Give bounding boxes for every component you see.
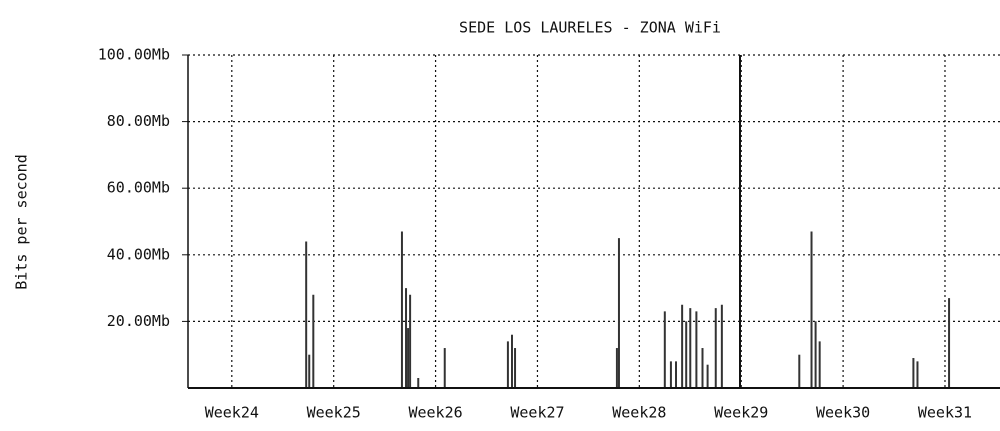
x-tick-label: Week26 bbox=[408, 404, 462, 422]
x-tick-label: Week30 bbox=[816, 404, 870, 422]
y-tick-label: 80.00Mb bbox=[107, 112, 170, 130]
x-tick-label: Week24 bbox=[205, 404, 259, 422]
x-tick-label: Week31 bbox=[918, 404, 972, 422]
y-tick-label: 60.00Mb bbox=[107, 179, 170, 197]
y-tick-label: 40.00Mb bbox=[107, 245, 170, 263]
plot-area: 20.00Mb 40.00Mb 60.00Mb 80.00Mb 100.00Mb Week… bbox=[98, 46, 1000, 422]
y-axis-label: Bits per second bbox=[13, 154, 31, 289]
chart-title: SEDE LOS LAURELES - ZONA WiFi bbox=[459, 19, 721, 37]
y-tick-label: 100.00Mb bbox=[98, 46, 170, 64]
x-tick-label: Week25 bbox=[307, 404, 361, 422]
x-tick-label: Week28 bbox=[612, 404, 666, 422]
x-tick-label: Week27 bbox=[510, 404, 564, 422]
y-tick-label: 20.00Mb bbox=[107, 312, 170, 330]
x-tick-label: Week29 bbox=[714, 404, 768, 422]
